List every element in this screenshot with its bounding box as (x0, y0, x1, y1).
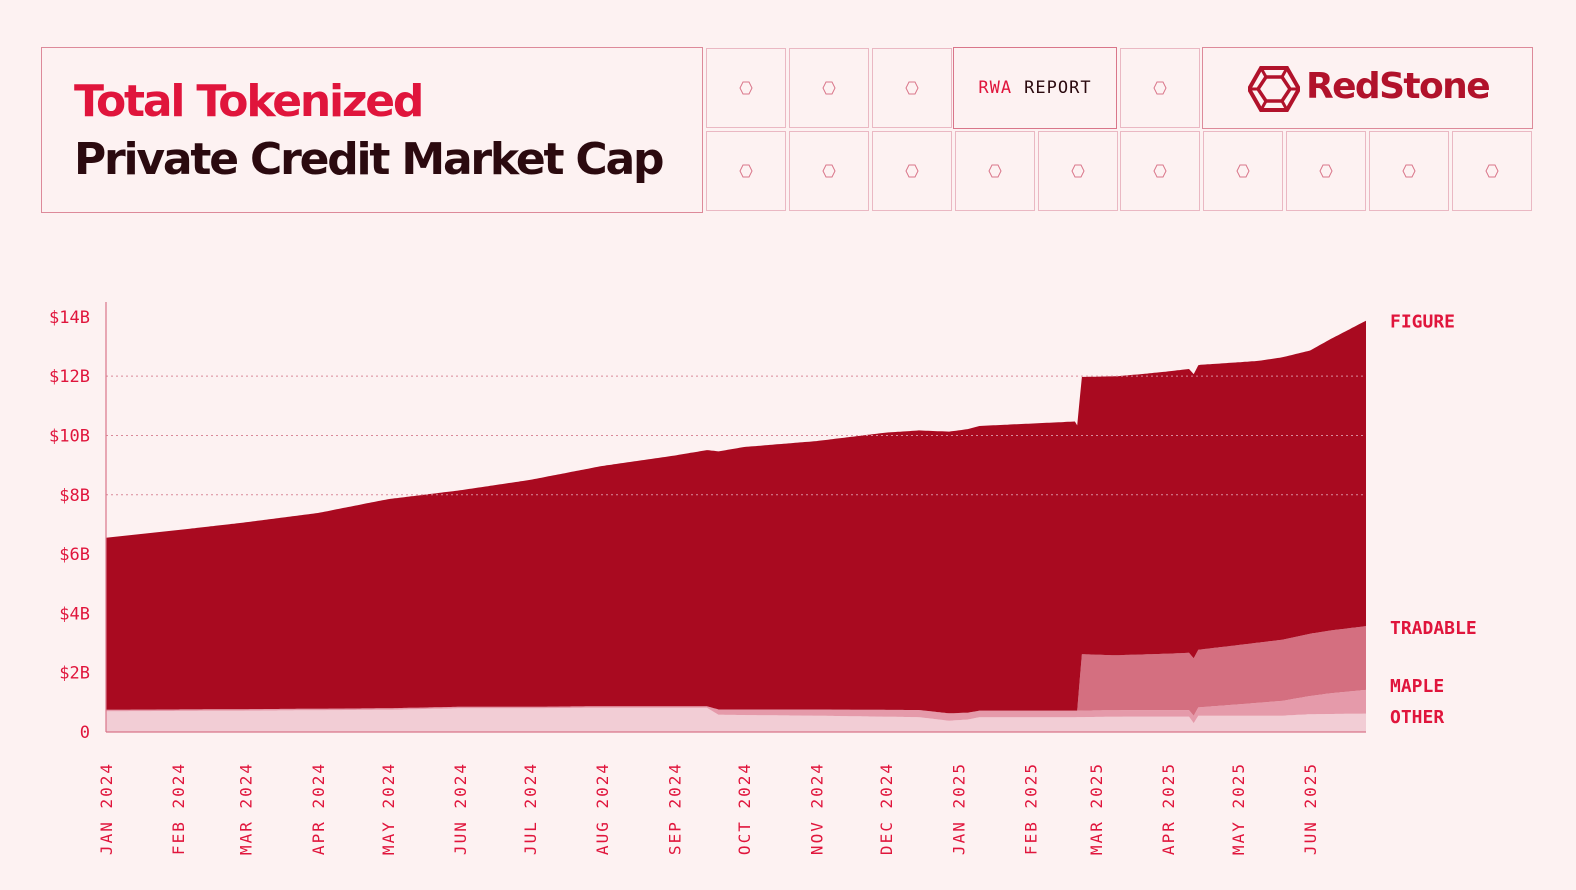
grid-cell (1120, 131, 1200, 211)
x-tick-label: MAR 2024 (237, 762, 256, 855)
x-tick-label: APR 2025 (1159, 762, 1178, 855)
legend-label-maple: MAPLE (1390, 676, 1444, 697)
x-tick-label: JUN 2024 (451, 762, 470, 855)
report-tag-suffix: REPORT (1024, 78, 1092, 98)
x-tick-label: MAR 2025 (1087, 762, 1106, 855)
x-tick-label: DEC 2024 (877, 762, 896, 855)
legend-label-other: OTHER (1390, 707, 1444, 728)
x-tick-label: OCT 2024 (735, 762, 754, 855)
legend-label-tradable: TRADABLE (1390, 618, 1477, 639)
grid-cell (872, 131, 952, 211)
area-figure (106, 320, 1366, 714)
legend-label-figure: FIGURE (1390, 311, 1455, 332)
hexagon-icon (822, 164, 836, 178)
y-tick-label: $4B (59, 604, 90, 624)
y-tick-label: $10B (49, 426, 90, 446)
hexagon-icon (1071, 164, 1085, 178)
hexagon-icon (822, 81, 836, 95)
hexagon-icon (905, 164, 919, 178)
hexagon-icon (739, 164, 753, 178)
x-tick-label: JAN 2024 (97, 762, 116, 855)
hexagon-icon (1319, 164, 1333, 178)
y-tick-label: $6B (59, 545, 90, 565)
chart-title-line2: Private Credit Market Cap (74, 134, 664, 185)
hexagon-icon (1153, 164, 1167, 178)
hexagon-icon (1485, 164, 1499, 178)
grid-cell (1286, 131, 1366, 211)
x-tick-label: NOV 2024 (807, 762, 826, 855)
x-tick-label: APR 2024 (309, 762, 328, 855)
grid-cell (1038, 131, 1118, 211)
grid-cell (1452, 131, 1532, 211)
grid-cell (1203, 131, 1283, 211)
hexagon-icon (988, 164, 1002, 178)
hexagon-icon (739, 81, 753, 95)
y-tick-label: $2B (59, 664, 90, 684)
report-header: Total Tokenized Private Credit Market Ca… (0, 0, 1576, 230)
report-tag: RWA REPORT (953, 47, 1117, 129)
redstone-gem-icon (1248, 66, 1300, 112)
title-panel: Total Tokenized Private Credit Market Ca… (41, 47, 703, 213)
grid-cell (1120, 48, 1200, 128)
chart-title-line1: Total Tokenized (74, 76, 424, 127)
grid-cell (706, 131, 786, 211)
grid-cell (706, 48, 786, 128)
grid-cell (872, 48, 952, 128)
brand-logo: RedStone (1202, 47, 1533, 129)
x-tick-label: SEP 2024 (665, 762, 684, 855)
grid-cell (789, 131, 869, 211)
hexagon-icon (905, 81, 919, 95)
x-tick-label: FEB 2025 (1022, 762, 1041, 855)
y-tick-label: $8B (59, 486, 90, 506)
x-tick-label: FEB 2024 (169, 762, 188, 855)
y-tick-label: $14B (49, 308, 90, 328)
y-tick-label: $12B (49, 367, 90, 387)
x-tick-label: AUG 2024 (593, 762, 612, 855)
x-tick-label: JUL 2024 (521, 762, 540, 855)
x-tick-label: MAY 2024 (379, 762, 398, 855)
area-other (106, 707, 1366, 732)
hexagon-icon (1236, 164, 1250, 178)
x-tick-label: MAY 2025 (1229, 762, 1248, 855)
grid-cell (955, 131, 1035, 211)
hexagon-icon (1153, 81, 1167, 95)
area-tradable (106, 626, 1366, 716)
y-tick-label: 0 (80, 723, 90, 743)
report-tag-prefix: RWA (978, 78, 1013, 98)
x-tick-label: JAN 2025 (949, 762, 968, 855)
grid-cell (1369, 131, 1449, 211)
area-maple (106, 689, 1366, 724)
brand-name: RedStone (1306, 66, 1491, 107)
hexagon-icon (1402, 164, 1416, 178)
x-tick-label: JUN 2025 (1301, 762, 1320, 855)
grid-cell (789, 48, 869, 128)
